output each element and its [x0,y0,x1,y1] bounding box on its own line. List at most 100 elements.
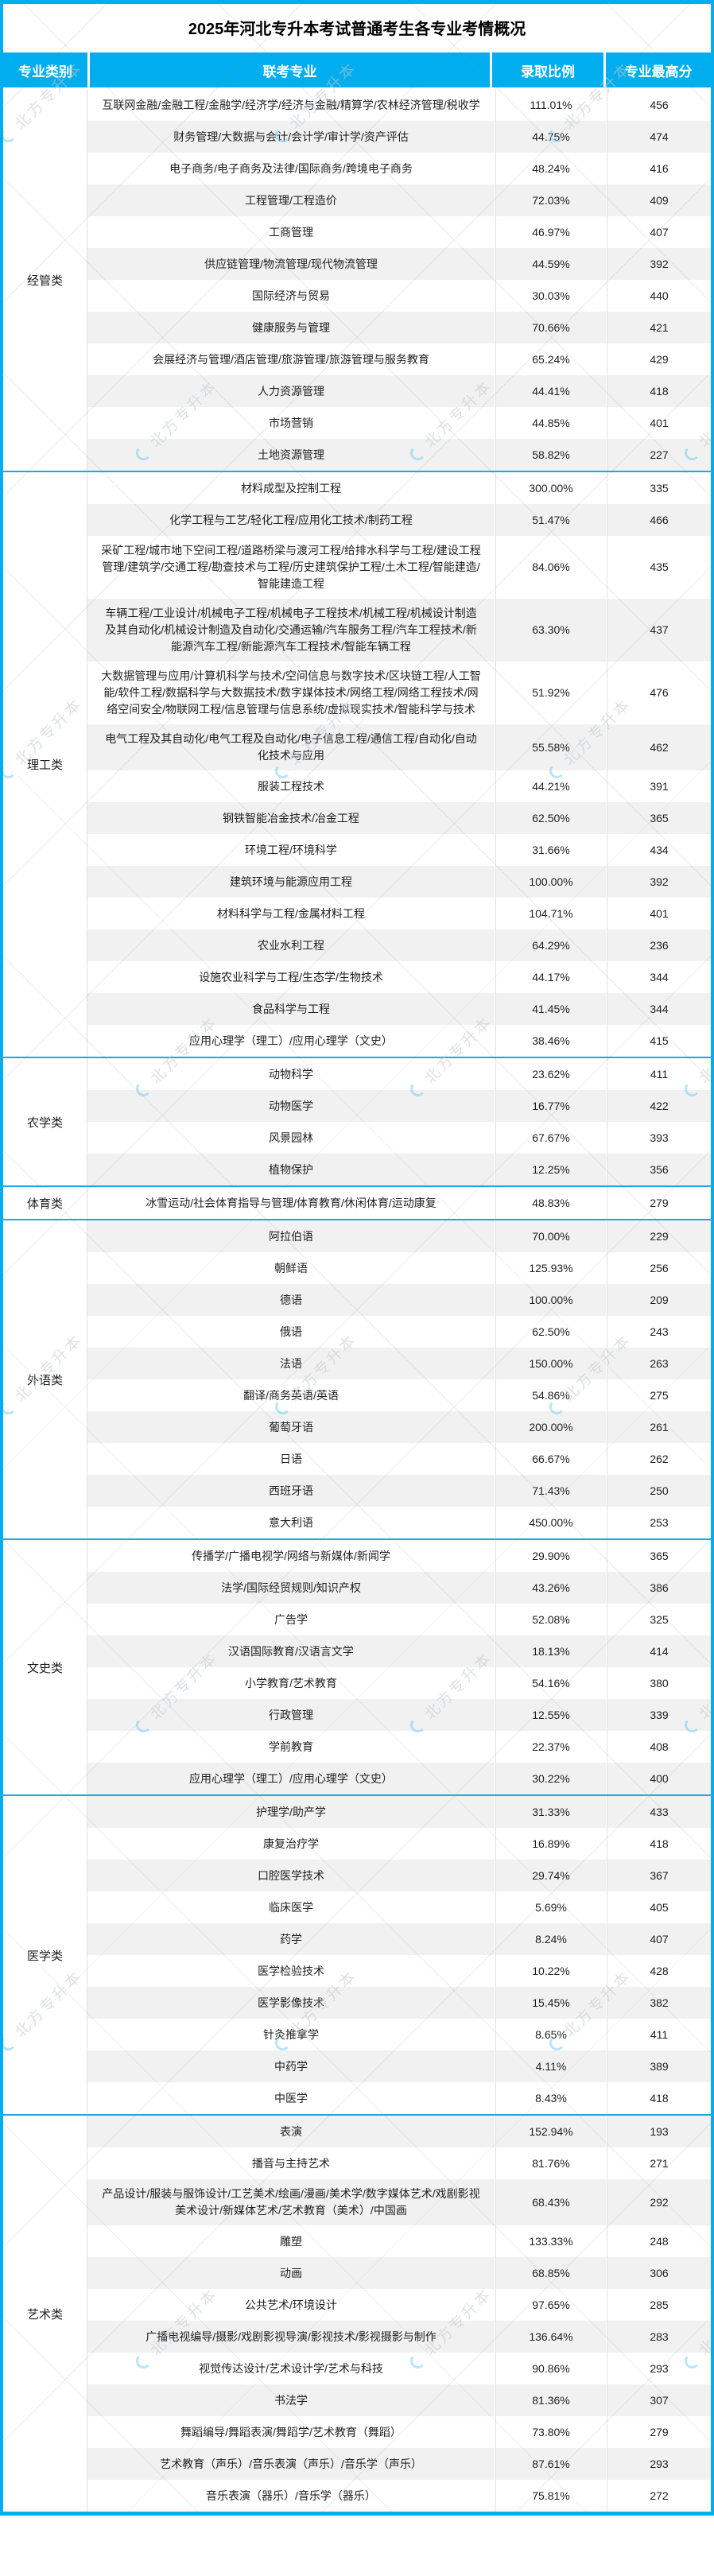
max-cell: 344 [607,993,711,1025]
major-cell: 市场营销 [87,407,495,439]
ratio-cell: 71.43% [496,1475,606,1507]
major-cell: 康复治疗学 [87,1828,495,1860]
ratio-cell: 100.00% [496,866,606,898]
table-row: 针灸推拿学 8.65% 411 [87,2019,711,2050]
max-cell: 367 [607,1860,711,1891]
max-cell: 411 [607,1058,711,1090]
ratio-cell: 29.74% [496,1860,606,1891]
ratio-cell: 12.25% [496,1154,606,1185]
table-row: 意大利语 450.00% 253 [87,1507,711,1538]
ratio-cell: 10.22% [496,1955,606,1987]
category-cell: 经管类 [3,89,87,471]
max-cell: 279 [607,2416,711,2448]
ratio-cell: 68.85% [496,2257,606,2289]
table-row: 动画 68.85% 306 [87,2257,711,2289]
major-cell: 国际经济与贸易 [87,280,495,312]
category-section: 医学类 护理学/助产学 31.33% 433 康复治疗学 16.89% 418 口腔医学技术 2… [3,1794,711,2114]
ratio-cell: 81.76% [496,2147,606,2179]
major-cell: 意大利语 [87,1507,495,1538]
max-cell: 405 [607,1891,711,1923]
major-cell: 电气工程及其自动化/电气工程及自动化/电子信息工程/通信工程/自动化/自动化技术… [87,724,495,770]
table-row: 法学/国际经贸规则/知识产权 43.26% 386 [87,1572,711,1604]
major-cell: 传播学/广播电视学/网络与新媒体/新闻学 [87,1540,495,1572]
header-cell-3: 专业最高分 [606,52,711,87]
header-cell-0: 专业类别 [3,52,87,87]
table-row: 冰雪运动/社会体育指导与管理/体育教育/休闲体育/运动康复 48.83% 279 [87,1187,711,1219]
ratio-cell: 62.50% [496,1316,606,1348]
ratio-cell: 54.86% [496,1379,606,1411]
table-row: 音乐表演（器乐）/音乐学（器乐） 75.81% 272 [87,2480,711,2512]
max-cell: 380 [607,1667,711,1699]
major-cell: 播音与主持艺术 [87,2147,495,2179]
table-row: 医学影像技术 15.45% 382 [87,1987,711,2019]
section-rows: 表演 152.94% 193 播音与主持艺术 81.76% 271 产品设计/服装与服饰设计… [87,2116,711,2512]
ratio-cell: 66.67% [496,1443,606,1475]
table-row: 电气工程及其自动化/电气工程及自动化/电子信息工程/通信工程/自动化/自动化技术… [87,724,711,770]
ratio-cell: 54.16% [496,1667,606,1699]
max-cell: 415 [607,1025,711,1057]
max-cell: 400 [607,1763,711,1794]
max-cell: 261 [607,1411,711,1443]
ratio-cell: 64.29% [496,929,606,961]
table-row: 播音与主持艺术 81.76% 271 [87,2147,711,2179]
major-cell: 书法学 [87,2384,495,2416]
major-cell: 口腔医学技术 [87,1860,495,1891]
ratio-cell: 62.50% [496,802,606,834]
table-row: 动物医学 16.77% 422 [87,1090,711,1122]
max-cell: 407 [607,1923,711,1955]
major-cell: 土地资源管理 [87,439,495,471]
major-cell: 针灸推拿学 [87,2019,495,2050]
ratio-cell: 31.66% [496,834,606,866]
ratio-cell: 75.81% [496,2480,606,2512]
ratio-cell: 133.33% [496,2225,606,2257]
max-cell: 236 [607,929,711,961]
major-cell: 财务管理/大数据与会计/会计学/审计学/资产评估 [87,121,495,153]
major-cell: 医学检验技术 [87,1955,495,1987]
max-cell: 437 [607,599,711,661]
table-row: 医学检验技术 10.22% 428 [87,1955,711,1987]
major-cell: 德语 [87,1284,495,1316]
ratio-cell: 87.61% [496,2448,606,2480]
table-row: 俄语 62.50% 243 [87,1316,711,1348]
major-cell: 葡萄牙语 [87,1411,495,1443]
table-row: 环境工程/环境科学 31.66% 434 [87,834,711,866]
ratio-cell: 4.11% [496,2050,606,2082]
table-row: 农业水利工程 64.29% 236 [87,929,711,961]
table-row: 公共艺术/环境设计 97.65% 285 [87,2289,711,2321]
page-title: 2025年河北专升本考试普通考生各专业考情概况 [188,21,526,38]
table-row: 建筑环境与能源应用工程 100.00% 392 [87,866,711,898]
header-cell-2: 录取比例 [492,52,603,87]
section-rows: 传播学/广播电视学/网络与新媒体/新闻学 29.90% 365 法学/国际经贸规则/知… [87,1540,711,1794]
max-cell: 440 [607,280,711,312]
table-row: 日语 66.67% 262 [87,1443,711,1475]
major-cell: 翻译/商务英语/英语 [87,1379,495,1411]
table-body: 经管类 互联网金融/金融工程/金融学/经济学/经济与金融/精算学/农林经济管理/税… [3,89,711,2512]
ratio-cell: 70.66% [496,312,606,343]
ratio-cell: 104.71% [496,898,606,929]
ratio-cell: 44.21% [496,770,606,802]
ratio-cell: 125.93% [496,1252,606,1284]
ratio-cell: 15.45% [496,1987,606,2019]
major-cell: 西班牙语 [87,1475,495,1507]
ratio-cell: 68.43% [496,2179,606,2225]
max-cell: 279 [607,1187,711,1219]
max-cell: 227 [607,439,711,471]
major-cell: 中医学 [87,2082,495,2114]
major-cell: 视觉传达设计/艺术设计学/艺术与科技 [87,2353,495,2384]
table-row: 人力资源管理 44.41% 418 [87,375,711,407]
major-cell: 风景园林 [87,1122,495,1154]
ratio-cell: 8.43% [496,2082,606,2114]
major-cell: 行政管理 [87,1699,495,1731]
table-row: 互联网金融/金融工程/金融学/经济学/经济与金融/精算学/农林经济管理/税收学 1… [87,89,711,121]
ratio-cell: 90.86% [496,2353,606,2384]
major-cell: 学前教育 [87,1731,495,1763]
ratio-cell: 152.94% [496,2116,606,2147]
max-cell: 335 [607,472,711,504]
ratio-cell: 22.37% [496,1731,606,1763]
table-row: 广播电视编导/摄影/戏剧影视导演/影视技术/影视摄影与制作 136.64% 283 [87,2321,711,2353]
table-row: 供应链管理/物流管理/现代物流管理 44.59% 392 [87,248,711,280]
max-cell: 306 [607,2257,711,2289]
max-cell: 428 [607,1955,711,1987]
major-cell: 雕塑 [87,2225,495,2257]
max-cell: 411 [607,2019,711,2050]
